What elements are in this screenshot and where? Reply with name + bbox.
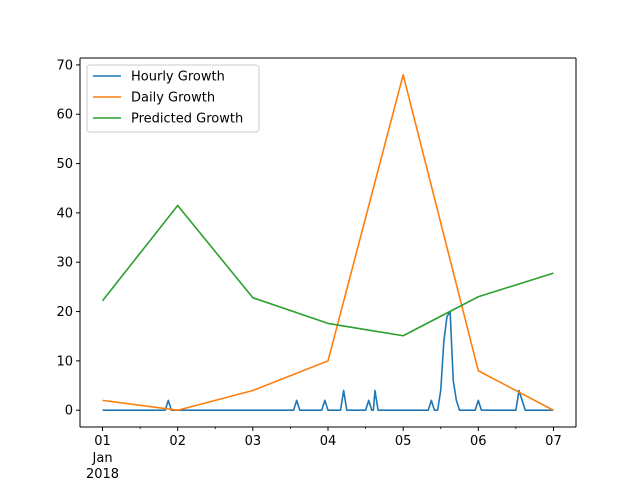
legend-label-1: Hourly Growth [131, 70, 225, 85]
y-tick-label: 70 [56, 58, 73, 73]
x-tick-label: 07 [545, 434, 562, 449]
x-tick-label: 02 [169, 434, 186, 449]
x-tick-sublabel: 2018 [86, 467, 119, 480]
legend-label-3: Predicted Growth [131, 112, 243, 127]
series-line-1 [102, 310, 554, 412]
x-tick-label: 03 [245, 434, 262, 449]
y-tick-label: 10 [56, 354, 73, 369]
y-tick-label: 50 [56, 157, 73, 172]
x-tick-sublabel: Jan [92, 451, 113, 466]
y-tick-label: 30 [56, 256, 73, 271]
y-tick-label: 60 [56, 108, 73, 123]
y-tick-label: 0 [65, 404, 73, 419]
y-tick-label: 40 [56, 206, 73, 221]
x-tick-label: 04 [320, 434, 337, 449]
series-line-2 [102, 73, 554, 412]
legend-box [86, 64, 260, 133]
x-tick-label: 05 [395, 434, 412, 449]
legend-label-2: Daily Growth [131, 91, 215, 106]
x-tick-label: 01 [94, 434, 111, 449]
series-line-3 [101, 204, 554, 337]
x-tick-label: 06 [470, 434, 487, 449]
y-tick-label: 20 [56, 305, 73, 320]
legend: Hourly Growth Daily Growth Predicted Growt… [86, 64, 260, 133]
series-layer [101, 73, 554, 412]
